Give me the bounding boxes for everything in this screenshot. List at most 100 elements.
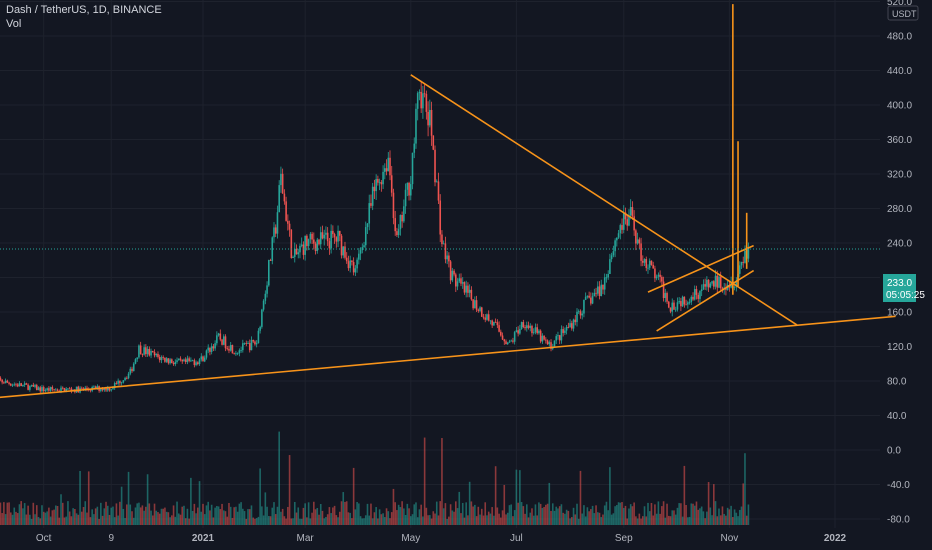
volume-indicator-label[interactable]: Vol (6, 18, 22, 30)
volume-bar (297, 507, 300, 525)
candle-body (328, 241, 331, 249)
volume-bar (108, 514, 111, 525)
candle-body (508, 341, 511, 343)
candle-body (491, 320, 493, 326)
candle-body (319, 232, 322, 245)
candle-body (344, 246, 346, 258)
candle-body (172, 362, 175, 365)
candle-body (529, 325, 532, 328)
volume-bar (345, 501, 348, 525)
candle-body (342, 246, 345, 256)
volume-bar (195, 513, 197, 525)
candle-body (423, 93, 426, 95)
candle-body (546, 340, 549, 345)
volume-bar (80, 511, 83, 525)
candle-body (687, 302, 689, 305)
candle-body (80, 387, 83, 389)
candle-body (96, 386, 99, 390)
candle-body (94, 386, 97, 390)
volume-bar (532, 515, 535, 525)
candle-body (22, 384, 24, 387)
candle-body (735, 281, 738, 288)
candle-body (29, 385, 31, 390)
candle-body (671, 302, 674, 312)
symbol-title[interactable]: Dash / TetherUS, 1D, BINANCE (6, 4, 162, 16)
volume-bar (138, 502, 140, 525)
volume-bar (186, 508, 189, 525)
volume-bar (23, 503, 26, 525)
volume-bar (449, 504, 452, 525)
candle-body (307, 239, 310, 247)
candle-body (390, 175, 393, 193)
volume-bar (65, 516, 68, 525)
volume-bar (332, 507, 334, 525)
candle-body (363, 245, 365, 248)
candle-body (117, 380, 119, 384)
volume-bar (177, 513, 180, 525)
candle-body (693, 289, 696, 300)
candle-body (132, 363, 135, 372)
volume-bar (271, 507, 274, 525)
volume-bar (432, 511, 435, 525)
candle-body (662, 281, 665, 299)
volume-bar (477, 506, 480, 525)
volume-bar (487, 511, 490, 525)
volume-bar (692, 503, 694, 525)
volume-bar (203, 514, 206, 525)
volume-bar (72, 508, 74, 525)
volume-bar (55, 505, 57, 525)
candle-body (631, 207, 634, 217)
y-tick-label: 280.0 (887, 204, 912, 215)
volume-bar (361, 518, 364, 525)
volume-bar (560, 504, 563, 525)
candle-body (458, 278, 461, 282)
volume-bar (299, 518, 301, 525)
volume-bar (406, 503, 409, 525)
candle-body (733, 287, 736, 288)
candle-body (711, 281, 713, 284)
volume-bar (172, 505, 175, 525)
candle-body (297, 252, 300, 255)
volume-bar (501, 510, 504, 525)
candle-body (183, 359, 185, 362)
volume-bar (541, 507, 544, 525)
volume-bar (202, 503, 204, 525)
volume-bar (427, 515, 429, 525)
candle-body (647, 267, 649, 269)
volume-bar (527, 517, 530, 525)
candle-body (378, 182, 381, 184)
candle-body (70, 388, 73, 392)
candle-body (100, 389, 102, 391)
x-tick-label: Mar (297, 533, 315, 544)
candle-body (108, 387, 111, 391)
candle-body (470, 289, 473, 300)
volume-bar (408, 508, 410, 525)
volume-bar (413, 504, 416, 525)
volume-bar (8, 502, 10, 525)
volume-bar (423, 437, 426, 525)
candle-body (695, 289, 698, 295)
candle-body (700, 289, 703, 292)
candle-body (190, 360, 192, 362)
candle-body (522, 322, 525, 328)
candle-body (126, 377, 128, 379)
volume-bar (531, 508, 533, 525)
volume-bar (576, 503, 578, 525)
volume-bar (276, 506, 279, 525)
candle-body (181, 359, 184, 362)
candle-body (169, 359, 171, 364)
candle-body (489, 320, 492, 322)
candle-body (366, 223, 369, 228)
volume-bar (10, 512, 12, 525)
candle-body (442, 243, 445, 245)
currency-badge[interactable]: USDT (887, 5, 919, 21)
candle-body (598, 286, 601, 297)
candle-body (659, 274, 661, 277)
candle-body (105, 387, 107, 391)
candle-body (240, 350, 242, 351)
volume-bar (595, 505, 597, 525)
candle-body (583, 299, 585, 314)
candle-body (332, 230, 334, 235)
volume-bar (217, 506, 220, 525)
